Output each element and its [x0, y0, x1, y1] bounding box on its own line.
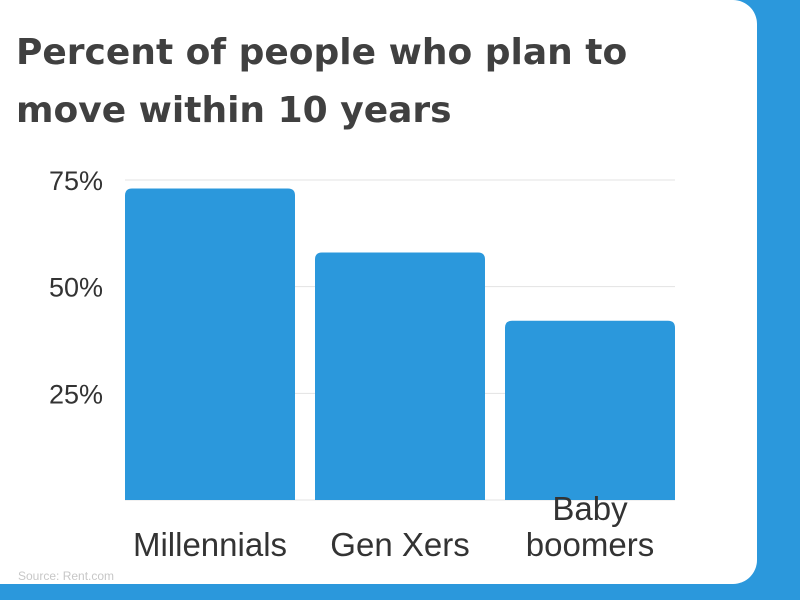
bar-chart: 25% 50% 75% Millennials Gen Xers Baby boomers — [49, 166, 675, 563]
source-note: Source: Rent.com — [18, 569, 115, 583]
y-tick-label: 25% — [49, 379, 103, 409]
x-category-label: Baby boomers — [526, 490, 654, 563]
bar-gen-xers — [315, 252, 485, 500]
x-category-label-line: boomers — [526, 526, 654, 563]
x-category-label: Gen Xers — [330, 526, 469, 563]
x-category-label-line: Gen Xers — [330, 526, 469, 563]
x-category-label: Millennials — [133, 526, 287, 563]
x-category-label-line: Baby — [552, 490, 628, 527]
chart-title: Percent of people who plan to move withi… — [16, 32, 628, 131]
y-tick-label: 75% — [49, 166, 103, 196]
x-category-label-line: Millennials — [133, 526, 287, 563]
bar-millennials — [125, 188, 295, 501]
chart-card: Percent of people who plan to move withi… — [0, 0, 757, 584]
bar-baby-boomers — [505, 320, 675, 500]
y-tick-label: 50% — [49, 273, 103, 303]
